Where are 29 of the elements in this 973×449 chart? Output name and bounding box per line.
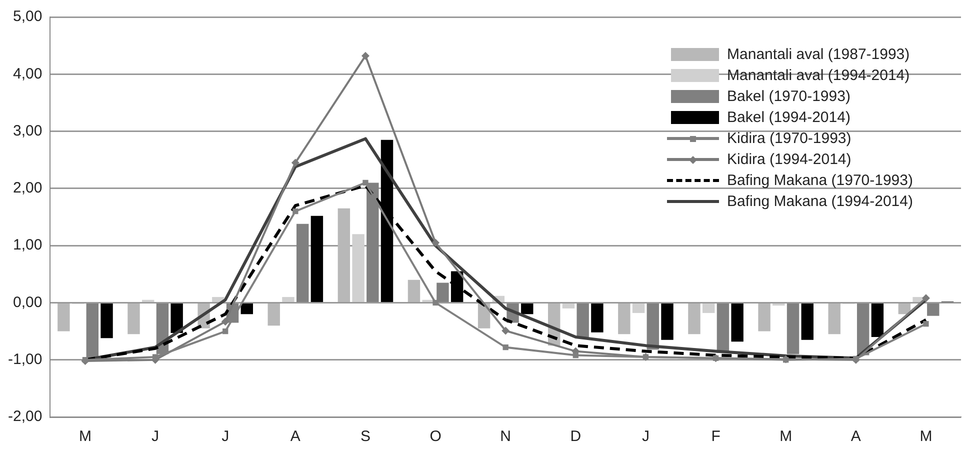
- y-tick-label: -1,00: [8, 351, 42, 368]
- x-tick-label: A: [850, 428, 861, 446]
- y-tick-label: 4,00: [12, 65, 42, 82]
- y-tick-label: 5,00: [12, 8, 42, 26]
- legend-label: Manantali aval (1987-1993): [727, 45, 910, 65]
- legend-label: Kidira (1994-2014): [727, 150, 852, 170]
- y-tick-label: 0,00: [12, 294, 42, 311]
- legend-label: Bakel (1970-1993): [727, 87, 850, 107]
- x-tick-label: N: [500, 428, 512, 446]
- legend-label: Manantali aval (1994-2014): [727, 66, 910, 86]
- x-tick-label: M: [78, 428, 92, 446]
- y-tick-label: 1,00: [12, 236, 42, 254]
- x-tick-label: S: [360, 428, 370, 446]
- legend-label: Bafing Makana (1970-1993): [727, 171, 913, 191]
- x-tick-label: J: [152, 428, 160, 446]
- legend-label: Bafing Makana (1994-2014): [727, 192, 913, 212]
- x-tick-label: A: [290, 428, 300, 446]
- x-tick-label: J: [642, 428, 650, 446]
- x-tick-label: D: [570, 428, 582, 446]
- x-tick-label: F: [711, 428, 720, 446]
- x-tick-label: O: [430, 428, 442, 446]
- legend-label: Bakel (1994-2014): [727, 108, 850, 128]
- x-tick-label: M: [780, 428, 792, 446]
- y-tick-label: 3,00: [12, 122, 42, 140]
- x-tick-label: M: [920, 428, 932, 446]
- y-tick-label: -2,00: [8, 408, 42, 426]
- x-tick-label: J: [222, 428, 230, 446]
- legend-label: Kidira (1970-1993): [727, 129, 852, 149]
- y-tick-label: 2,00: [12, 180, 42, 197]
